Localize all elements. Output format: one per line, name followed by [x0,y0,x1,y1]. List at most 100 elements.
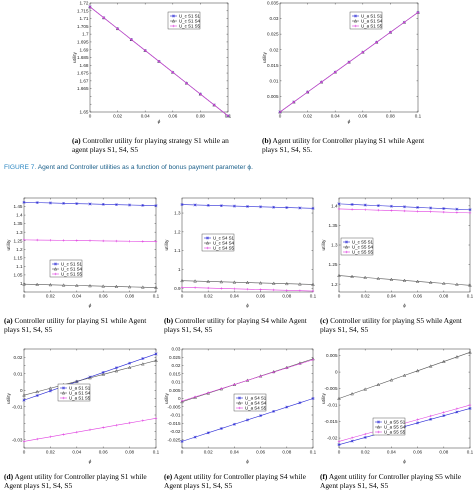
legend: U_c S5 S1U_c S5 S4U_c S5 S5 [340,237,374,256]
y-tick-label: 1.65 [80,110,89,115]
data-point [402,278,407,282]
data-point [36,437,39,441]
x-tick-label: 0.04 [387,450,396,455]
data-point [350,202,354,206]
data-point [429,210,432,213]
y-tick-label: 1.25 [329,262,338,267]
x-tick-label: 0.02 [113,114,122,119]
data-point [272,370,275,374]
figure-label: FIGURE 7. [4,164,37,171]
data-point [154,358,158,362]
y-tick-label: 1.45 [14,204,23,209]
y-tick-label: 1.4 [331,203,338,208]
legend-entry: U_a S5 S5 [384,430,406,435]
data-point [207,391,210,394]
data-point [403,21,406,24]
chart-top-a-svg: 0 0.02 0.04 0.06 0.08 0.11.651.6651.671.6751.… [72,1,232,125]
y-axis-label: utility [262,51,268,63]
legend-marker [206,246,209,250]
y-axis-label: utility [164,392,170,404]
series-1 [337,202,472,212]
legend-entry: U_a S1 S4 [361,19,383,24]
chart-e-svg: 0 0.02 0.04 0.06 0.08 0.1 -0.025 -0.02 -0.015 -0.… [164,347,317,465]
data-point [361,51,364,54]
data-point [128,203,132,207]
y-tick-label: 1.715 [77,8,89,13]
data-point [403,205,406,209]
data-point [246,204,249,208]
y-tick-label: 0 [20,388,23,393]
data-point [402,373,407,377]
legend-marker [345,240,348,244]
data-point [154,352,158,356]
data-point [429,414,432,418]
series-3 [22,238,158,243]
x-tick-label: 0.06 [413,450,422,455]
y-tick-label: -0.015 [167,421,180,426]
legend-entry: U_c S1 S1 [179,14,201,19]
data-point [259,375,262,378]
y-axis-label: utility [72,51,78,63]
legend-marker [54,272,57,276]
data-point [219,204,223,208]
data-point [193,435,197,439]
chart-c: 0 0.02 0.04 0.06 0.08 0.1 1.2 1.25 1.3 1.35 1.4 ϕ ut… [317,190,474,312]
data-point [128,361,132,365]
data-point [285,405,289,409]
x-tick-label: 0.1 [415,114,422,119]
legend-marker [353,19,358,23]
y-tick-label: 0 [178,396,181,401]
data-point [101,370,105,374]
y-tick-label: 0.02 [14,355,23,360]
data-point [258,281,263,285]
legend: U_a S4 S1U_a S4 S4U_a S4 S5 [233,393,267,412]
x-tick-label: 0.08 [125,450,134,455]
data-point [468,406,472,410]
x-axis-label: ϕ [403,303,406,309]
data-point [259,414,263,418]
y-tick-label: -0.005 [324,386,337,391]
data-point [364,208,367,211]
data-point [441,359,446,363]
data-point [180,399,184,403]
legend-entry: U_c S1 S1 [61,262,83,267]
legend-marker [345,250,348,254]
x-axis-label: ϕ [89,303,92,309]
chart-top-b: 0 0.02 0.04 0.06 0.08 0.1 0.005 0.01 0.015 0.02 0.… [258,0,424,128]
data-point [88,5,92,9]
x-tick-label: 0 [23,450,26,455]
legend-marker [54,262,57,266]
legend-marker [238,396,241,400]
legend-entry: U_a S5 S1 [384,420,406,425]
legend-entry: U_c S5 S4 [352,245,374,250]
plot-frame [181,197,314,293]
x-tick-label: 0.06 [358,114,367,119]
data-point [259,288,262,291]
series-line [338,352,471,399]
x-tick-label: 0 [338,450,341,455]
data-point [390,209,393,212]
x-tick-label: 0.04 [331,114,340,119]
data-point [363,387,368,391]
chart-top-b-svg: 0 0.02 0.04 0.06 0.08 0.1 0.005 0.01 0.015 0.02 0.… [262,1,422,125]
x-tick-label: 0.08 [439,294,448,299]
data-point [141,240,144,243]
legend-entry: U_c S5 S5 [352,250,374,255]
x-tick-label: 0.02 [303,114,312,119]
legend-entry: U_c S4 S4 [213,241,235,246]
data-point [22,200,26,204]
x-tick-label: 0.06 [99,294,108,299]
y-tick-label: 1.2 [174,229,181,234]
y-tick-label: 0 [335,370,338,375]
data-point [127,365,132,369]
legend-marker [205,241,210,245]
data-point [114,366,118,370]
data-point [246,287,249,291]
data-point [220,287,223,290]
chart-a-svg: 0 0.02 0.04 0.06 0.08 0.1 1 1.05 1.1 1.15 1.2 1.25 1… [6,197,160,309]
legend-marker [171,19,176,23]
data-point [49,239,52,242]
data-point [22,440,26,443]
x-tick-label: 0.04 [141,114,150,119]
data-point [389,31,392,34]
